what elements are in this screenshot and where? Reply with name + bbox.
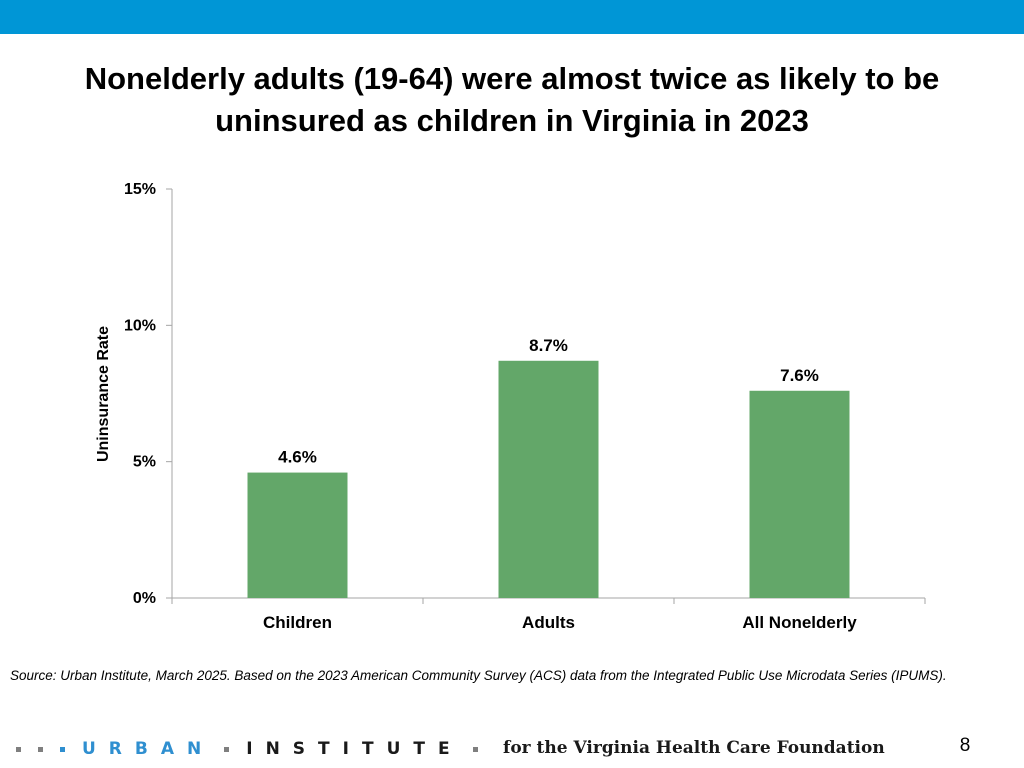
y-tick-label: 5% bbox=[133, 454, 156, 471]
logo-dot bbox=[16, 746, 21, 752]
source-note: Source: Urban Institute, March 2025. Bas… bbox=[10, 668, 947, 683]
page-number: 8 bbox=[959, 735, 971, 756]
logo-dot bbox=[472, 746, 478, 752]
y-tick-label: 15% bbox=[124, 181, 156, 198]
x-tick-label: Adults bbox=[522, 613, 575, 632]
bar bbox=[247, 472, 348, 598]
y-axis-label: Uninsurance Rate bbox=[95, 326, 112, 462]
urban-institute-logo: URBAN INSTITUTE bbox=[16, 738, 495, 760]
slide-title: Nonelderly adults (19-64) were almost tw… bbox=[84, 61, 940, 138]
x-tick-label: Children bbox=[263, 613, 332, 632]
logo-dot bbox=[60, 746, 65, 752]
logo-urban-word: URBAN bbox=[82, 739, 215, 759]
bar bbox=[749, 390, 850, 598]
logo-institute-word: INSTITUTE bbox=[246, 739, 463, 759]
footer-tagline: for the Virginia Health Care Foundation bbox=[503, 738, 885, 758]
header-band bbox=[0, 0, 1024, 34]
y-tick-label: 0% bbox=[133, 590, 156, 607]
x-tick-label: All Nonelderly bbox=[742, 613, 857, 632]
logo-dot bbox=[224, 746, 230, 752]
data-label: 8.7% bbox=[529, 336, 568, 355]
logo-dot bbox=[38, 746, 43, 752]
y-tick-label: 10% bbox=[124, 317, 156, 334]
data-label: 7.6% bbox=[780, 366, 819, 385]
data-label: 4.6% bbox=[278, 448, 317, 467]
bar bbox=[498, 360, 599, 598]
plot-area: 0% 5% 10% 15% 4.6% Children 8.7% Adults 7.6% All … bbox=[124, 181, 926, 632]
